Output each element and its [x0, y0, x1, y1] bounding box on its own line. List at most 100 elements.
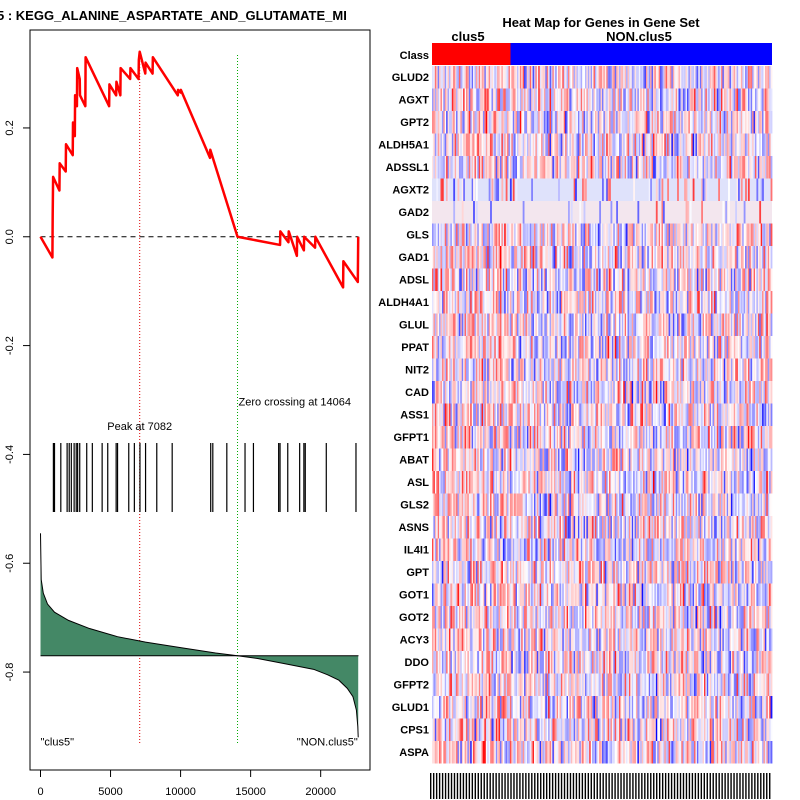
heatmap-cell: [647, 493, 650, 516]
heatmap-cell: [732, 66, 735, 89]
heatmap-cell: [545, 336, 548, 359]
heatmap-cell: [535, 223, 538, 246]
heatmap-cell: [658, 448, 661, 471]
heatmap-cell: [497, 538, 499, 561]
heatmap-cell: [490, 358, 492, 381]
heatmap-cell: [468, 471, 471, 494]
heatmap-cell: [630, 111, 633, 134]
heatmap-cell: [655, 336, 658, 359]
heatmap-cell: [729, 381, 732, 404]
heatmap-cell: [541, 223, 543, 246]
heatmap-cell: [487, 358, 490, 381]
heatmap-cell: [521, 403, 524, 426]
heatmap-cell: [522, 471, 525, 494]
heatmap-cell: [651, 291, 654, 314]
heatmap-cell: [709, 111, 712, 134]
heatmap-cell: [458, 381, 461, 404]
heatmap-cell: [647, 268, 650, 291]
heatmap-cell: [755, 381, 757, 404]
heatmap-cell: [463, 493, 465, 516]
heatmap-cell: [733, 381, 736, 404]
heatmap-cell: [616, 403, 618, 426]
heatmap-cell: [716, 291, 719, 314]
heatmap-cell: [444, 66, 447, 89]
heatmap-cell: [543, 448, 546, 471]
heatmap-cell: [726, 493, 729, 516]
heatmap-cell: [672, 471, 675, 494]
heatmap-cell: [738, 66, 740, 89]
heatmap-cell: [643, 223, 645, 246]
heatmap-cell: [679, 516, 682, 539]
heatmap-cell: [708, 268, 711, 291]
heatmap-cell: [764, 111, 767, 134]
heatmap-cell: [626, 493, 628, 516]
heatmap-cell: [577, 471, 580, 494]
heatmap-cell: [671, 291, 674, 314]
heatmap-cell: [449, 291, 451, 314]
heatmap-cell: [565, 156, 567, 179]
heatmap-cell: [617, 246, 620, 269]
heatmap-cell: [647, 111, 650, 134]
heatmap-cell: [483, 291, 485, 314]
heatmap-cell: [733, 133, 736, 156]
heatmap-cell: [450, 133, 453, 156]
heatmap-cell: [667, 178, 669, 201]
heatmap-cell: [619, 493, 621, 516]
heatmap-cell: [633, 381, 635, 404]
heatmap-cell: [692, 336, 695, 359]
heatmap-cell: [437, 381, 440, 404]
heatmap-cell: [585, 66, 587, 89]
heatmap-cell: [696, 88, 699, 111]
heatmap-cell: [512, 268, 515, 291]
heatmap-cell: [643, 111, 645, 134]
heatmap-cell: [526, 493, 529, 516]
heatmap-cell: [529, 381, 532, 404]
heatmap-cell: [678, 111, 681, 134]
heatmap-cell: [490, 493, 492, 516]
heatmap-cell: [526, 381, 529, 404]
heatmap-cell: [674, 493, 677, 516]
heatmap-cell: [633, 111, 635, 134]
enrichment-plot-title: 5 : KEGG_ALANINE_ASPARTATE_AND_GLUTAMATE…: [0, 8, 347, 23]
heatmap-cell: [712, 268, 715, 291]
heatmap-cell: [518, 223, 521, 246]
heatmap-cell: [721, 313, 723, 336]
heatmap-cell: [694, 358, 696, 381]
heatmap-cell: [508, 381, 511, 404]
heatmap-cell: [713, 538, 716, 561]
heatmap-cell: [582, 448, 584, 471]
heatmap-cell: [723, 493, 726, 516]
heatmap-cell: [742, 358, 745, 381]
heatmap-cell: [458, 538, 461, 561]
heatmap-cell: [711, 358, 713, 381]
heatmap-cell: [500, 538, 502, 561]
heatmap-cell: [436, 313, 439, 336]
heatmap-cell: [638, 403, 641, 426]
heatmap-cell: [494, 538, 497, 561]
heatmap-cell: [602, 538, 604, 561]
heatmap-cell: [749, 516, 752, 539]
heatmap-cell: [461, 156, 464, 179]
heatmap-cell: [718, 538, 720, 561]
heatmap-cell: [518, 493, 521, 516]
heatmap-cell: [470, 246, 473, 269]
heatmap-cell: [494, 246, 497, 269]
heatmap-cell: [716, 516, 719, 539]
heatmap-cell: [704, 223, 706, 246]
heatmap-cell: [657, 268, 660, 291]
heatmap-cell: [660, 156, 662, 179]
heatmap-cell: [497, 223, 499, 246]
heatmap-cell: [603, 426, 606, 449]
heatmap-cell: [609, 133, 611, 156]
heatmap-cell: [456, 516, 458, 539]
heatmap-cell: [491, 426, 494, 449]
heatmap-cell: [760, 178, 763, 201]
heatmap-cell: [461, 313, 464, 336]
heatmap-cell: [695, 88, 698, 111]
heatmap-cell: [766, 471, 769, 494]
heatmap-cell: [708, 336, 711, 359]
heatmap-cell: [755, 403, 757, 426]
heatmap-cell: [661, 538, 664, 561]
enrichment-score-line: [39, 50, 360, 289]
heatmap-cell: [585, 268, 587, 291]
